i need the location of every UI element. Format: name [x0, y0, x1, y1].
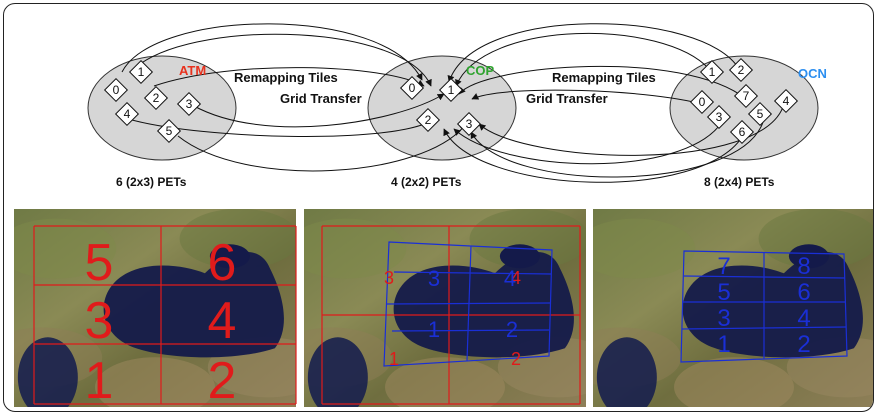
atm-tile-label: 5: [166, 124, 173, 138]
map-tile-number: 4: [797, 305, 810, 332]
atm-tile-label: 1: [138, 65, 145, 79]
map-tile-number: 1: [717, 331, 730, 358]
ocn-tile-1: 1: [699, 59, 725, 85]
ocn-tile-label: 2: [738, 63, 745, 77]
ocn-tile-label: 3: [716, 110, 723, 124]
cop-pets-label: 4 (2x2) PETs: [391, 175, 462, 189]
cop-tile-0: 0: [399, 75, 425, 101]
atm-label: ATM: [179, 63, 206, 78]
ocn-tile-0: 0: [689, 89, 715, 115]
map-tile-number: 3: [717, 305, 730, 332]
map-tile-number: 2: [797, 331, 810, 358]
ocn-tile-3: 3: [706, 104, 732, 130]
map-tile-number: 5: [717, 279, 730, 306]
ocn-tile-7: 7: [733, 83, 759, 109]
map-tile-number: 3: [428, 266, 440, 291]
ocn-tile-label: 5: [757, 107, 764, 121]
atm-tile-label: 0: [113, 83, 120, 97]
ocn-tile-label: 0: [699, 95, 706, 109]
cop-tile-label: 1: [448, 83, 455, 97]
coupling-diagram: ATM COP OCN Remapping Tiles Grid Transfe…: [14, 23, 873, 410]
map-tile-number: 4: [504, 266, 516, 291]
atm-tile-label: 3: [186, 97, 193, 111]
cop-tile-label: 2: [425, 113, 432, 127]
atm-tile-0: 0: [103, 77, 129, 103]
ocn-map-grid: 7 8 5 6 3 4 1 2: [680, 250, 848, 363]
ocn-tile-label: 7: [743, 89, 750, 103]
ocn-tile-5: 5: [747, 101, 773, 127]
atm-tile-4: 4: [114, 101, 140, 127]
atm-tile-3: 3: [176, 91, 202, 117]
atm-tile-label: 2: [153, 91, 160, 105]
atm-map-grid: 5 6 3 4 1 2: [33, 225, 297, 410]
ocn-tile-label: 1: [709, 65, 716, 79]
map-tile-number: 6: [208, 234, 237, 292]
right-grid-transfer-label: Grid Transfer: [526, 91, 608, 106]
cop-tile-3: 3: [456, 111, 482, 137]
ocn-tile-label: 4: [783, 94, 790, 108]
left-remapping-label: Remapping Tiles: [234, 70, 338, 85]
map-tile-number: 1: [428, 317, 440, 342]
cop-tile-1: 1: [438, 77, 464, 103]
map-tile-number: 1: [389, 349, 399, 369]
ocn-tile-4: 4: [773, 88, 799, 114]
map-tile-number: 3: [85, 292, 114, 350]
cop-tile-2: 2: [415, 107, 441, 133]
cop-label: COP: [466, 63, 495, 78]
atm-tile-5: 5: [156, 118, 182, 144]
ocn-tile-2: 2: [728, 57, 754, 83]
map-tile-number: 2: [506, 317, 518, 342]
map-tile-number: 5: [85, 234, 114, 292]
ocn-label: OCN: [798, 66, 827, 81]
atm-tile-1: 1: [128, 59, 154, 85]
map-tile-number: 4: [511, 268, 521, 288]
atm-map-panel: [14, 209, 296, 407]
map-tile-number: 4: [208, 292, 237, 350]
ocn-tile-label: 6: [739, 125, 746, 139]
atm-tile-2: 2: [143, 85, 169, 111]
cop-tile-label: 3: [466, 117, 473, 131]
cop-map-grid: 3 4 1 2 3 4 1 2: [321, 225, 581, 405]
map-tile-number: 1: [85, 352, 114, 410]
map-tile-number: 6: [797, 279, 810, 306]
cop-tile-label: 0: [409, 81, 416, 95]
right-remapping-label: Remapping Tiles: [552, 70, 656, 85]
ocn-pets-label: 8 (2x4) PETs: [704, 175, 775, 189]
left-grid-transfer-label: Grid Transfer: [280, 91, 362, 106]
map-tile-number: 3: [384, 268, 394, 288]
ocn-ellipse: [669, 55, 819, 161]
map-tile-number: 2: [511, 349, 521, 369]
map-tile-number: 7: [717, 253, 730, 280]
ocn-tile-6: 6: [729, 119, 755, 145]
cop-map-panel: [304, 209, 586, 407]
figure-frame: ATM COP OCN Remapping Tiles Grid Transfe…: [3, 3, 874, 412]
map-tile-number: 2: [208, 352, 237, 410]
atm-tile-label: 4: [124, 107, 131, 121]
map-tile-number: 8: [797, 253, 810, 280]
atm-ellipse: [87, 55, 237, 161]
atm-pets-label: 6 (2x3) PETs: [116, 175, 187, 189]
